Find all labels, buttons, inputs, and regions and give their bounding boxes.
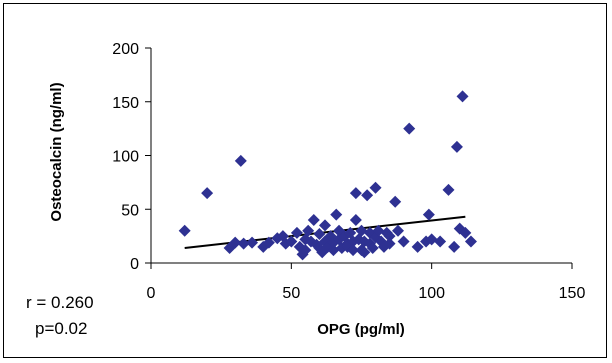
data-point bbox=[369, 181, 382, 194]
y-axis-title: Osteocalcin (ng/ml) bbox=[48, 82, 65, 221]
data-point bbox=[403, 122, 416, 135]
p-value-annotation: p=0.02 bbox=[35, 319, 87, 338]
data-point bbox=[201, 187, 214, 200]
data-point bbox=[307, 214, 320, 226]
data-points bbox=[178, 90, 477, 261]
data-point bbox=[383, 237, 396, 250]
y-tick-label: 50 bbox=[121, 202, 139, 219]
data-point bbox=[349, 214, 362, 226]
data-point bbox=[234, 154, 247, 167]
data-point bbox=[229, 236, 242, 249]
data-point bbox=[456, 90, 469, 103]
x-tick-label: 100 bbox=[418, 285, 445, 302]
data-point bbox=[397, 235, 410, 248]
data-point bbox=[411, 240, 424, 253]
data-point bbox=[319, 219, 332, 232]
data-point bbox=[246, 236, 259, 249]
r-value-annotation: r = 0.260 bbox=[26, 293, 94, 312]
data-point bbox=[262, 236, 275, 249]
data-point bbox=[372, 224, 385, 237]
data-point bbox=[327, 244, 340, 257]
data-point bbox=[358, 246, 371, 259]
data-point bbox=[425, 233, 438, 246]
x-axis-title: OPG (pg/ml) bbox=[317, 321, 405, 338]
data-point bbox=[349, 187, 362, 200]
y-tick-label: 0 bbox=[130, 256, 139, 273]
data-point bbox=[389, 195, 402, 208]
data-point bbox=[330, 208, 343, 221]
x-tick-label: 50 bbox=[282, 285, 300, 302]
data-point bbox=[422, 208, 435, 221]
data-point bbox=[434, 235, 447, 248]
data-point bbox=[459, 226, 472, 239]
data-point bbox=[178, 224, 191, 237]
x-tick-label: 150 bbox=[559, 285, 586, 302]
y-tick-label: 200 bbox=[112, 41, 139, 58]
data-point bbox=[302, 224, 315, 237]
data-point bbox=[464, 235, 477, 248]
scatter-chart: 0 50 100 150 200 0 50 100 150 Osteocalcin (ng/ml… bbox=[26, 41, 585, 338]
data-point bbox=[355, 224, 368, 237]
data-point bbox=[383, 230, 396, 243]
data-point bbox=[366, 241, 379, 254]
axes bbox=[145, 47, 573, 269]
data-point bbox=[237, 237, 250, 250]
data-point bbox=[313, 227, 326, 240]
x-tick-label: 0 bbox=[147, 285, 156, 302]
y-tick-label: 100 bbox=[112, 149, 139, 166]
chart-frame: 0 50 100 150 200 0 50 100 150 Osteocalcin (ng/ml… bbox=[3, 3, 607, 358]
y-tick-label: 150 bbox=[112, 95, 139, 112]
data-point bbox=[347, 244, 360, 257]
data-point bbox=[448, 240, 461, 253]
data-point bbox=[391, 224, 404, 237]
data-point bbox=[361, 189, 374, 202]
data-point bbox=[285, 235, 298, 248]
data-point bbox=[299, 244, 312, 257]
data-point bbox=[450, 140, 463, 153]
data-point bbox=[290, 226, 303, 239]
data-point bbox=[442, 183, 455, 196]
tick-labels: 0 50 100 150 200 0 50 100 150 bbox=[112, 41, 585, 302]
